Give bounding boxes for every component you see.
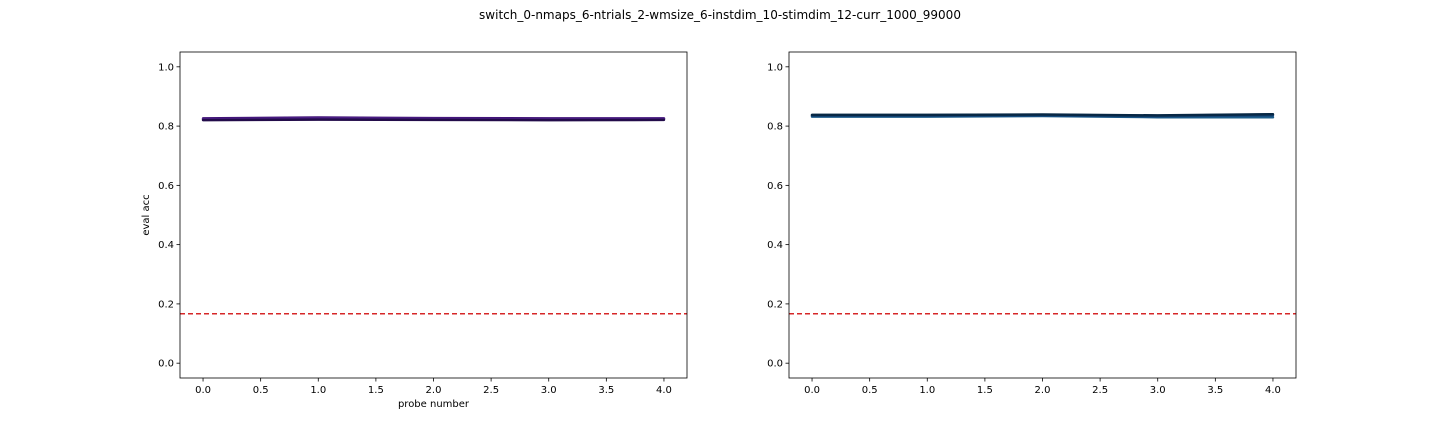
x-tick-label: 1.0 <box>919 385 935 396</box>
x-tick-label: 1.0 <box>310 385 326 396</box>
x-tick-label: 2.0 <box>426 385 442 396</box>
series-line-4 <box>810 112 1275 117</box>
y-tick-label: 0.6 <box>158 181 174 192</box>
y-tick-label: 0.0 <box>158 359 174 370</box>
x-tick-label: 4.0 <box>656 385 672 396</box>
x-tick-label: 0.5 <box>862 385 878 396</box>
x-tick-label: 3.0 <box>1150 385 1166 396</box>
y-tick-label: 0.6 <box>767 181 783 192</box>
y-tick-label: 0.2 <box>158 299 174 310</box>
x-tick-label: 0.0 <box>804 385 820 396</box>
axes-frame <box>179 51 688 379</box>
y-tick-label: 0.4 <box>767 240 783 251</box>
y-tick-label: 0.8 <box>158 122 174 133</box>
x-tick-label: 2.0 <box>1035 385 1051 396</box>
figure-title: switch_0-nmaps_6-ntrials_2-wmsize_6-inst… <box>479 8 961 22</box>
y-tick-label: 1.0 <box>158 62 174 73</box>
x-tick-label: 3.5 <box>598 385 614 396</box>
y-tick-label: 1.0 <box>767 62 783 73</box>
x-tick-label: 3.5 <box>1207 385 1223 396</box>
x-tick-label: 0.0 <box>195 385 211 396</box>
series-line-4 <box>201 118 666 122</box>
x-tick-label: 3.0 <box>541 385 557 396</box>
y-axis-label: eval acc <box>141 194 152 235</box>
x-tick-label: 4.0 <box>1265 385 1281 396</box>
x-tick-label: 2.5 <box>1092 385 1108 396</box>
x-tick-label: 2.5 <box>483 385 499 396</box>
subplot-2: 0.0 0.5 1.0 1.5 2.0 2.5 3.0 3.5 4.0 0.0 0.2 0.4 0.6 0… <box>767 51 1297 396</box>
x-tick-label: 0.5 <box>253 385 269 396</box>
y-tick-label: 0.0 <box>767 359 783 370</box>
y-tick-label: 0.4 <box>158 240 174 251</box>
subplot-1: 0.0 0.5 1.0 1.5 2.0 2.5 3.0 3.5 4.0 0.0 0.2 0.4 0.6 0… <box>141 51 688 410</box>
y-tick-label: 0.2 <box>767 299 783 310</box>
y-tick-label: 0.8 <box>767 122 783 133</box>
axes-frame <box>788 51 1297 379</box>
x-tick-label: 1.5 <box>977 385 993 396</box>
x-tick-label: 1.5 <box>368 385 384 396</box>
x-axis-label: probe number <box>398 399 470 410</box>
